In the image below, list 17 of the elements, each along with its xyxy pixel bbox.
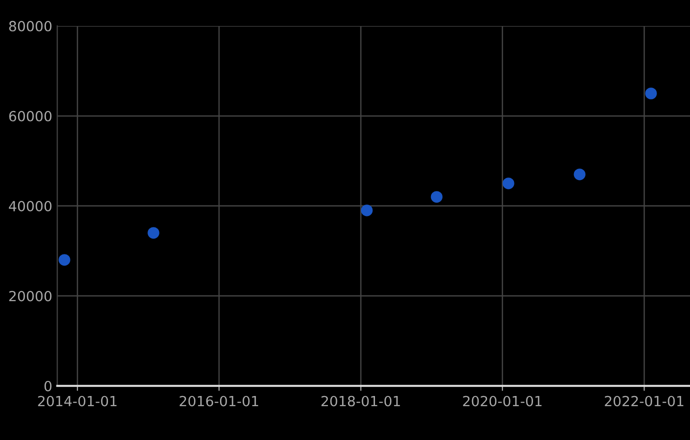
x-tick-label: 2022-01-01 [604, 396, 684, 406]
point [58, 254, 70, 266]
point [574, 168, 586, 180]
x-tick-label: 2020-01-01 [463, 396, 542, 406]
point [645, 88, 657, 100]
y-tick-label: 80000 [9, 20, 52, 32]
y-tick-label: 60000 [9, 110, 52, 122]
point [502, 178, 514, 190]
x-tick-label: 2018-01-01 [321, 396, 400, 406]
y-tick-label: 20000 [9, 290, 52, 302]
x-tick-label: 2016-01-01 [180, 396, 258, 406]
x-tick-label: 2014-01-01 [38, 396, 117, 406]
point [361, 204, 373, 216]
point [148, 227, 160, 239]
y-tick-label: 0 [44, 380, 52, 392]
y-tick-label: 40000 [8, 200, 52, 212]
point [430, 191, 443, 203]
